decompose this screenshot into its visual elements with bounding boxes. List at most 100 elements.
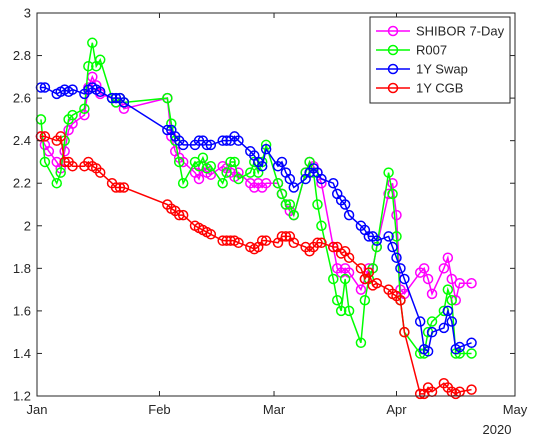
data-point — [288, 182, 300, 193]
data-point — [35, 114, 47, 125]
legend-swatch-marker — [387, 44, 399, 56]
data-point — [316, 237, 327, 249]
series-1y-swap — [35, 82, 477, 357]
legend-swatch-marker — [387, 25, 399, 37]
legend-entry-r007: R007 — [376, 43, 447, 58]
data-point — [328, 273, 339, 285]
data-point — [118, 103, 130, 114]
data-point — [276, 231, 288, 242]
data-point — [177, 177, 189, 189]
data-point — [79, 103, 90, 114]
legend-entry-1y-swap: 1Y Swap — [376, 62, 468, 77]
legend-swatch-marker — [387, 63, 399, 75]
data-point — [371, 235, 382, 246]
data-point — [426, 326, 438, 338]
data-point — [233, 173, 244, 185]
data-point — [418, 263, 430, 274]
data-point — [442, 305, 454, 317]
data-point — [83, 60, 94, 72]
data-point — [110, 92, 122, 104]
data-point — [383, 231, 394, 242]
data-point — [343, 305, 355, 317]
legend-swatch-marker — [387, 82, 399, 94]
data-point — [466, 348, 477, 359]
data-point — [114, 182, 126, 193]
data-point — [276, 156, 288, 168]
legend: SHIBOR 7-Day R007 1Y Swap 1Y CGB — [369, 16, 511, 104]
x-tick-label: Jan — [27, 402, 48, 417]
data-point — [454, 277, 465, 289]
x-tick-label: May — [503, 402, 528, 417]
data-point — [391, 231, 402, 242]
data-point — [312, 237, 323, 249]
data-point — [51, 177, 62, 189]
data-point — [383, 167, 394, 178]
data-point — [331, 295, 343, 306]
data-point — [35, 82, 47, 93]
data-point — [422, 346, 434, 357]
data-point — [205, 229, 217, 240]
data-point — [177, 209, 189, 221]
data-point — [177, 139, 189, 151]
data-point — [446, 316, 458, 327]
y-tick-label: 1.8 — [13, 261, 31, 276]
data-point — [446, 295, 458, 306]
data-point — [339, 273, 351, 285]
data-point — [363, 267, 375, 278]
y-tick-label: 2.2 — [13, 176, 31, 191]
data-point — [55, 167, 66, 178]
legend-label: SHIBOR 7-Day — [416, 24, 505, 39]
data-point — [221, 135, 232, 146]
x-tick-label: Feb — [148, 402, 170, 417]
data-point — [87, 37, 98, 49]
data-point — [442, 252, 454, 263]
data-point — [276, 188, 288, 200]
series-layer — [35, 37, 477, 400]
data-point — [245, 167, 256, 178]
data-point — [221, 167, 232, 178]
data-point — [205, 160, 217, 172]
data-point — [284, 173, 296, 185]
legend-label: 1Y Swap — [416, 62, 468, 77]
data-point — [193, 135, 205, 146]
data-point — [414, 316, 426, 327]
data-point — [328, 241, 339, 253]
data-point — [280, 199, 292, 210]
data-point — [39, 156, 51, 168]
data-point — [426, 316, 438, 327]
y-tick-label: 1.4 — [13, 346, 31, 361]
data-point — [363, 231, 375, 242]
data-point — [260, 177, 272, 189]
data-point — [94, 167, 106, 178]
x-tick-label: Apr — [386, 402, 407, 417]
data-point — [359, 295, 371, 306]
data-point — [260, 235, 272, 246]
data-point — [316, 220, 327, 232]
data-point — [438, 263, 450, 274]
data-point — [55, 131, 66, 142]
data-point — [229, 156, 240, 168]
data-point — [233, 135, 244, 146]
data-point — [67, 160, 78, 172]
data-point — [225, 156, 236, 168]
data-point — [343, 209, 355, 221]
data-point — [316, 173, 327, 185]
data-point — [106, 92, 118, 104]
data-point — [94, 86, 106, 97]
data-point — [355, 284, 367, 295]
data-point — [355, 337, 367, 349]
data-point — [355, 263, 367, 274]
data-point — [162, 92, 173, 104]
data-point — [193, 173, 205, 185]
series-1y-cgb — [35, 131, 477, 400]
y-tick-label: 3 — [24, 6, 31, 21]
legend-label: R007 — [416, 43, 447, 58]
data-point — [67, 84, 78, 95]
data-point — [284, 199, 296, 210]
data-point — [217, 135, 228, 146]
data-point — [414, 388, 426, 400]
data-point — [387, 188, 398, 200]
y-tick-label: 2.4 — [13, 133, 31, 148]
